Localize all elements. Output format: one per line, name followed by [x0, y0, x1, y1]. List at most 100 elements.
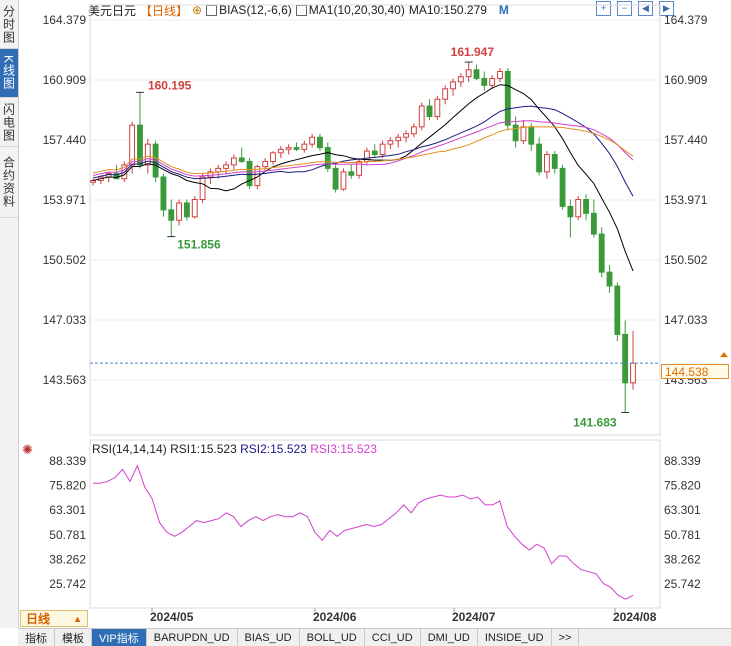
- candle-body: [457, 76, 464, 83]
- candle-body: [230, 157, 237, 166]
- rsi-tick-right: 38.262: [664, 552, 701, 566]
- candle-body: [215, 167, 222, 173]
- rsi-tick-left: 38.262: [49, 552, 86, 566]
- candle-body: [270, 152, 276, 162]
- price-tick-right: 157.440: [664, 133, 708, 147]
- rsi3-value: RSI3:15.523: [310, 442, 377, 456]
- m-button[interactable]: M: [498, 3, 509, 17]
- candle-body: [183, 202, 190, 218]
- candle-body: [583, 198, 589, 214]
- tab-more[interactable]: >>: [552, 629, 580, 646]
- candle-body: [395, 136, 402, 142]
- price-tick-right: 164.379: [664, 13, 708, 27]
- tab-bias[interactable]: BIAS_UD: [238, 629, 300, 646]
- candle-body: [324, 147, 331, 169]
- candle-body: [497, 71, 503, 79]
- tab-inside[interactable]: INSIDE_UD: [478, 629, 552, 646]
- price-tick-left: 150.502: [43, 253, 87, 267]
- candle-body: [262, 160, 269, 168]
- ma20-line: [92, 105, 634, 197]
- rsi-tick-right: 50.781: [664, 528, 701, 542]
- candle-body: [246, 160, 253, 187]
- candle-body: [293, 147, 300, 150]
- candle-body: [309, 136, 316, 145]
- ma-label: MA1(10,20,30,40): [308, 3, 405, 17]
- tab-barupdn[interactable]: BARUPDN_UD: [147, 629, 238, 646]
- tab-cci[interactable]: CCI_UD: [365, 629, 421, 646]
- rsi-tick-right: 25.742: [664, 577, 701, 591]
- candle-body: [129, 124, 136, 166]
- side-tab-timeshare[interactable]: 分时图: [0, 0, 18, 49]
- side-tab-bar: 分时图 K线图 闪电图 合约资料: [0, 0, 19, 628]
- candle-body: [168, 209, 175, 221]
- candle-body: [176, 202, 183, 221]
- x-label-aug: 2024/08: [613, 610, 657, 624]
- price-tick-left: 147.033: [43, 313, 87, 327]
- candle-body: [137, 124, 143, 166]
- side-tab-kline[interactable]: K线图: [0, 49, 18, 98]
- candle-body: [403, 133, 409, 138]
- tab-boll[interactable]: BOLL_UD: [300, 629, 365, 646]
- tab-dmi[interactable]: DMI_UD: [421, 629, 478, 646]
- candle-body: [371, 150, 378, 156]
- indicator-tab-bar: 指标 模板 VIP指标 BARUPDN_UD BIAS_UD BOLL_UD C…: [18, 628, 731, 646]
- candle-body: [465, 69, 472, 78]
- rsi-settings-icon[interactable]: ✺: [22, 442, 33, 457]
- x-label-jul: 2024/07: [452, 610, 496, 624]
- price-tick-left: 157.440: [43, 133, 87, 147]
- candle-body: [277, 148, 284, 154]
- candle-body: [410, 126, 417, 135]
- rsi-tick-right: 75.820: [664, 479, 701, 493]
- price-tick-left: 143.563: [43, 373, 87, 387]
- rsi-tick-left: 25.742: [49, 577, 86, 591]
- tab-templates[interactable]: 模板: [55, 629, 92, 646]
- rsi-params: RSI(14,14,14): [92, 442, 167, 456]
- candle-body: [254, 166, 261, 187]
- candle-body: [379, 143, 386, 156]
- extreme-label: 161.947: [451, 45, 495, 59]
- candle-body: [630, 362, 636, 384]
- price-tick-right: 147.033: [664, 313, 708, 327]
- ma10-line: [92, 84, 634, 272]
- candle-body: [317, 136, 323, 149]
- kline-chart[interactable]: 164.379 164.379 160.909 160.909 157.440 157.4…: [0, 0, 731, 628]
- candle-body: [332, 167, 339, 190]
- candle-body: [285, 147, 292, 150]
- candle-body: [223, 164, 229, 169]
- candle-body: [504, 71, 511, 126]
- rsi2-value: RSI2:15.523: [240, 442, 307, 456]
- side-tab-contract-info[interactable]: 合约资料: [0, 147, 18, 218]
- rsi-tick-left: 75.820: [49, 479, 86, 493]
- candle-body: [238, 157, 245, 162]
- candle-body: [301, 143, 308, 150]
- settings-icon[interactable]: ⊕: [192, 3, 203, 17]
- extreme-label: 141.683: [573, 416, 617, 430]
- rsi-tick-left: 63.301: [49, 503, 86, 517]
- rsi-tick-right: 63.301: [664, 503, 701, 517]
- candle-body: [590, 212, 597, 235]
- candle-body: [473, 69, 480, 79]
- candle-body: [489, 77, 496, 86]
- price-tick-left: 164.379: [43, 13, 87, 27]
- price-tick-left: 153.971: [43, 193, 87, 207]
- tab-vip-indicators[interactable]: VIP指标: [92, 629, 147, 646]
- side-tab-flash[interactable]: 闪电图: [0, 98, 18, 147]
- candle-body: [575, 198, 582, 218]
- candle-body: [567, 205, 574, 218]
- candle-body: [481, 77, 488, 86]
- candle-body: [442, 88, 449, 100]
- candle-body: [340, 171, 347, 190]
- candle-body: [144, 143, 151, 166]
- candle-body: [450, 81, 456, 90]
- candle-body: [160, 176, 167, 211]
- price-tick-left: 160.909: [43, 73, 87, 87]
- candle-body: [356, 160, 363, 176]
- rsi1-value: RSI1:15.523: [170, 442, 237, 456]
- candle-body: [614, 285, 621, 335]
- period-selector-label: 日线: [26, 612, 51, 626]
- chevron-up-icon: ▲: [73, 613, 82, 624]
- tab-indicators[interactable]: 指标: [18, 629, 55, 646]
- period-selector[interactable]: 日线 ▲: [20, 610, 88, 627]
- candle-body: [348, 171, 355, 176]
- period-label[interactable]: 【日线】: [140, 3, 189, 18]
